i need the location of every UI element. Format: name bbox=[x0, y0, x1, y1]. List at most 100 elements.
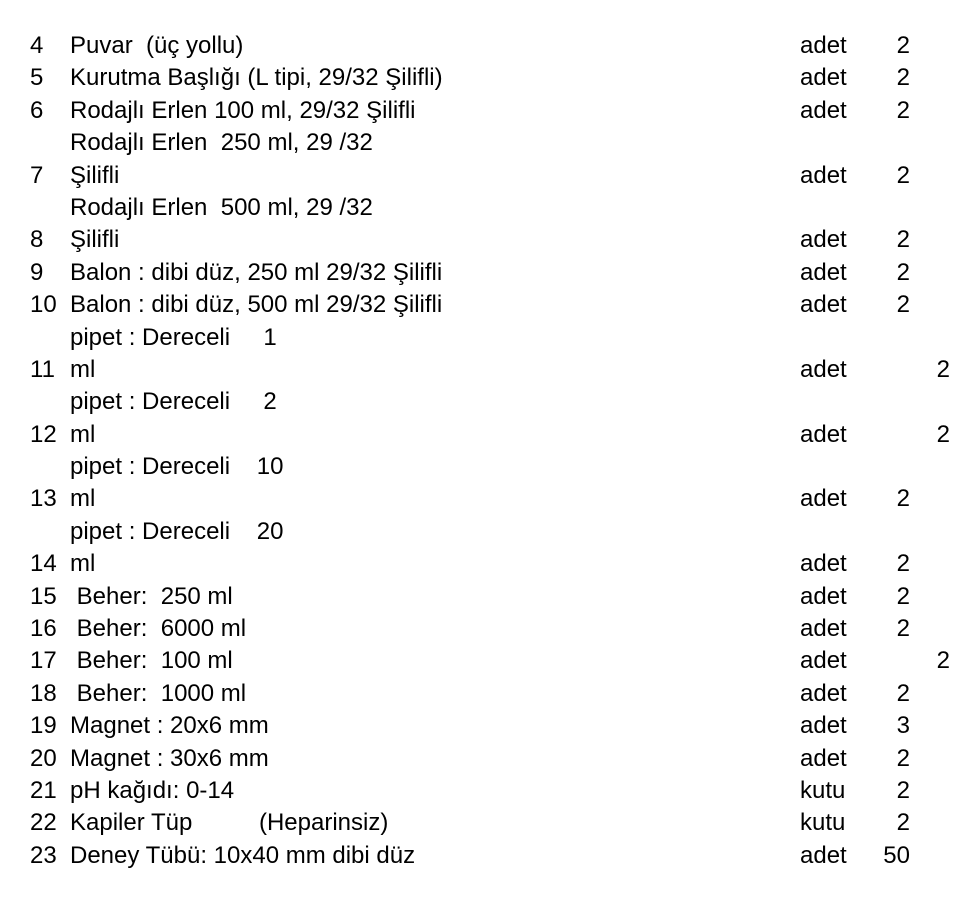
row-unit: adet bbox=[800, 160, 870, 192]
row-number: 13 bbox=[30, 483, 70, 515]
row-quantity: 2 bbox=[870, 160, 910, 192]
row-description: Balon : dibi düz, 500 ml 29/32 Şilifli bbox=[70, 289, 800, 321]
row-number: 10 bbox=[30, 289, 70, 321]
row-quantity: 2 bbox=[870, 581, 910, 613]
table-row: 17 Beher: 100 mladet2 bbox=[30, 645, 910, 677]
row-number: 20 bbox=[30, 743, 70, 775]
row-number: 16 bbox=[30, 613, 70, 645]
table-row: 19Magnet : 20x6 mmadet3 bbox=[30, 710, 910, 742]
row-quantity: 2 bbox=[870, 224, 910, 256]
row-description: ml bbox=[70, 419, 800, 451]
row-number: 6 bbox=[30, 95, 70, 127]
row-description: Beher: 250 ml bbox=[70, 581, 800, 613]
row-unit: adet bbox=[800, 419, 870, 451]
row-quantity: 3 bbox=[870, 710, 910, 742]
row-description: Beher: 100 ml bbox=[70, 645, 800, 677]
table-row: 18 Beher: 1000 mladet2 bbox=[30, 678, 910, 710]
row-number: 22 bbox=[30, 807, 70, 839]
row-description: Kapiler Tüp (Heparinsiz) bbox=[70, 807, 800, 839]
row-number: 5 bbox=[30, 62, 70, 94]
table-row: 15 Beher: 250 mladet2 bbox=[30, 581, 910, 613]
row-number: 19 bbox=[30, 710, 70, 742]
row-number: 14 bbox=[30, 548, 70, 580]
row-description: Beher: 6000 ml bbox=[70, 613, 800, 645]
row-quantity: 2 bbox=[870, 30, 910, 62]
row-description: Puvar (üç yollu) bbox=[70, 30, 800, 62]
row-unit: adet bbox=[800, 354, 870, 386]
row-quantity: 2 bbox=[870, 613, 910, 645]
table-row: 23Deney Tübü: 10x40 mm dibi düzadet50 bbox=[30, 840, 910, 872]
row-unit: adet bbox=[800, 710, 870, 742]
rows-container: 4Puvar (üç yollu)adet25Kurutma Başlığı (… bbox=[30, 30, 910, 872]
row-description: ml bbox=[70, 354, 800, 386]
row-quantity: 2 bbox=[870, 548, 910, 580]
row-quantity: 2 bbox=[870, 289, 910, 321]
row-unit: adet bbox=[800, 548, 870, 580]
row-quantity: 2 bbox=[870, 257, 910, 289]
row-number: 18 bbox=[30, 678, 70, 710]
table-row: 8Şilifliadet2 bbox=[30, 224, 910, 256]
table-row: 14mladet2 bbox=[30, 548, 910, 580]
row-description: Rodajlı Erlen 500 ml, 29 /32 bbox=[70, 192, 800, 224]
row-quantity: 2 bbox=[870, 95, 910, 127]
table-row: pipet : Dereceli 10 bbox=[30, 451, 910, 483]
row-description: pipet : Dereceli 1 bbox=[70, 322, 800, 354]
row-unit: adet bbox=[800, 289, 870, 321]
row-unit: adet bbox=[800, 743, 870, 775]
row-unit: adet bbox=[800, 645, 870, 677]
table-row: pipet : Dereceli 2 bbox=[30, 386, 910, 418]
row-description: pipet : Dereceli 10 bbox=[70, 451, 800, 483]
row-unit: kutu bbox=[800, 807, 870, 839]
row-description: pipet : Dereceli 2 bbox=[70, 386, 800, 418]
row-description: Rodajlı Erlen 100 ml, 29/32 Şilifli bbox=[70, 95, 800, 127]
table-row: pipet : Dereceli 1 bbox=[30, 322, 910, 354]
row-description: ml bbox=[70, 483, 800, 515]
table-row: 11mladet2 bbox=[30, 354, 910, 386]
row-description: Kurutma Başlığı (L tipi, 29/32 Şilifli) bbox=[70, 62, 800, 94]
table-row: 20Magnet : 30x6 mmadet2 bbox=[30, 743, 910, 775]
table-row: Rodajlı Erlen 250 ml, 29 /32 bbox=[30, 127, 910, 159]
row-quantity: 2 bbox=[870, 678, 910, 710]
row-quantity: 2 bbox=[910, 419, 950, 451]
row-unit: adet bbox=[800, 613, 870, 645]
table-row: 12mladet2 bbox=[30, 419, 910, 451]
table-row: 16 Beher: 6000 mladet2 bbox=[30, 613, 910, 645]
row-unit: adet bbox=[800, 678, 870, 710]
row-number: 17 bbox=[30, 645, 70, 677]
table-row: 4Puvar (üç yollu)adet2 bbox=[30, 30, 910, 62]
document-page: 4Puvar (üç yollu)adet25Kurutma Başlığı (… bbox=[0, 0, 960, 902]
row-unit: adet bbox=[800, 62, 870, 94]
row-number: 4 bbox=[30, 30, 70, 62]
row-description: Balon : dibi düz, 250 ml 29/32 Şilifli bbox=[70, 257, 800, 289]
row-description: Şilifli bbox=[70, 224, 800, 256]
row-quantity: 2 bbox=[870, 743, 910, 775]
row-unit: adet bbox=[800, 483, 870, 515]
row-number: 7 bbox=[30, 160, 70, 192]
row-quantity: 2 bbox=[870, 807, 910, 839]
row-quantity: 2 bbox=[910, 354, 950, 386]
table-row: 9Balon : dibi düz, 250 ml 29/32 Şiliflia… bbox=[30, 257, 910, 289]
table-row: Rodajlı Erlen 500 ml, 29 /32 bbox=[30, 192, 910, 224]
table-row: 7Şilifliadet2 bbox=[30, 160, 910, 192]
table-row: pipet : Dereceli 20 bbox=[30, 516, 910, 548]
table-row: 10Balon : dibi düz, 500 ml 29/32 Şilifli… bbox=[30, 289, 910, 321]
row-quantity: 2 bbox=[910, 645, 950, 677]
row-description: ml bbox=[70, 548, 800, 580]
row-number: 11 bbox=[30, 354, 70, 386]
row-number: 23 bbox=[30, 840, 70, 872]
row-description: Magnet : 30x6 mm bbox=[70, 743, 800, 775]
row-unit: adet bbox=[800, 224, 870, 256]
table-row: 5Kurutma Başlığı (L tipi, 29/32 Şilifli)… bbox=[30, 62, 910, 94]
row-unit: adet bbox=[800, 257, 870, 289]
row-quantity: 2 bbox=[870, 775, 910, 807]
row-unit: adet bbox=[800, 840, 870, 872]
row-unit: adet bbox=[800, 30, 870, 62]
row-description: Şilifli bbox=[70, 160, 800, 192]
row-unit: adet bbox=[800, 95, 870, 127]
row-number: 15 bbox=[30, 581, 70, 613]
row-quantity: 2 bbox=[870, 483, 910, 515]
row-description: Deney Tübü: 10x40 mm dibi düz bbox=[70, 840, 800, 872]
row-unit: kutu bbox=[800, 775, 870, 807]
row-description: Rodajlı Erlen 250 ml, 29 /32 bbox=[70, 127, 800, 159]
row-number: 21 bbox=[30, 775, 70, 807]
